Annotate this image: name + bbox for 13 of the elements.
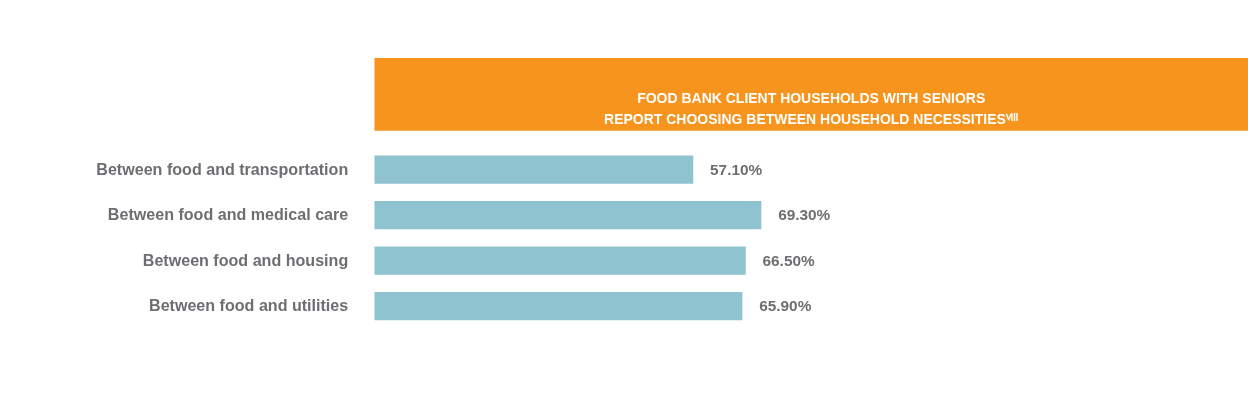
data-label: 57.10% bbox=[710, 160, 763, 178]
bar bbox=[374, 292, 743, 321]
y-tick-label: Between food and utilities bbox=[149, 296, 349, 315]
data-label: 69.30% bbox=[778, 206, 831, 224]
text: FOOD BANK CLIENT HOUSEHOLDS WITH SENIORS REPORT CHOOSING BETWEEN HOUSEHOLD NECESSITIESⱽᴵᴵᴵ bbox=[604, 89, 1019, 127]
y-tick-label: Between food and medical care bbox=[107, 205, 349, 224]
y-tick-label: Between food and housing bbox=[142, 250, 349, 269]
bar bbox=[374, 155, 694, 184]
data-label: 66.50% bbox=[762, 251, 815, 269]
bar bbox=[374, 201, 762, 230]
y-tick-label: Between food and transportation bbox=[96, 159, 349, 178]
bar bbox=[374, 246, 746, 275]
data-label: 65.90% bbox=[759, 297, 812, 315]
